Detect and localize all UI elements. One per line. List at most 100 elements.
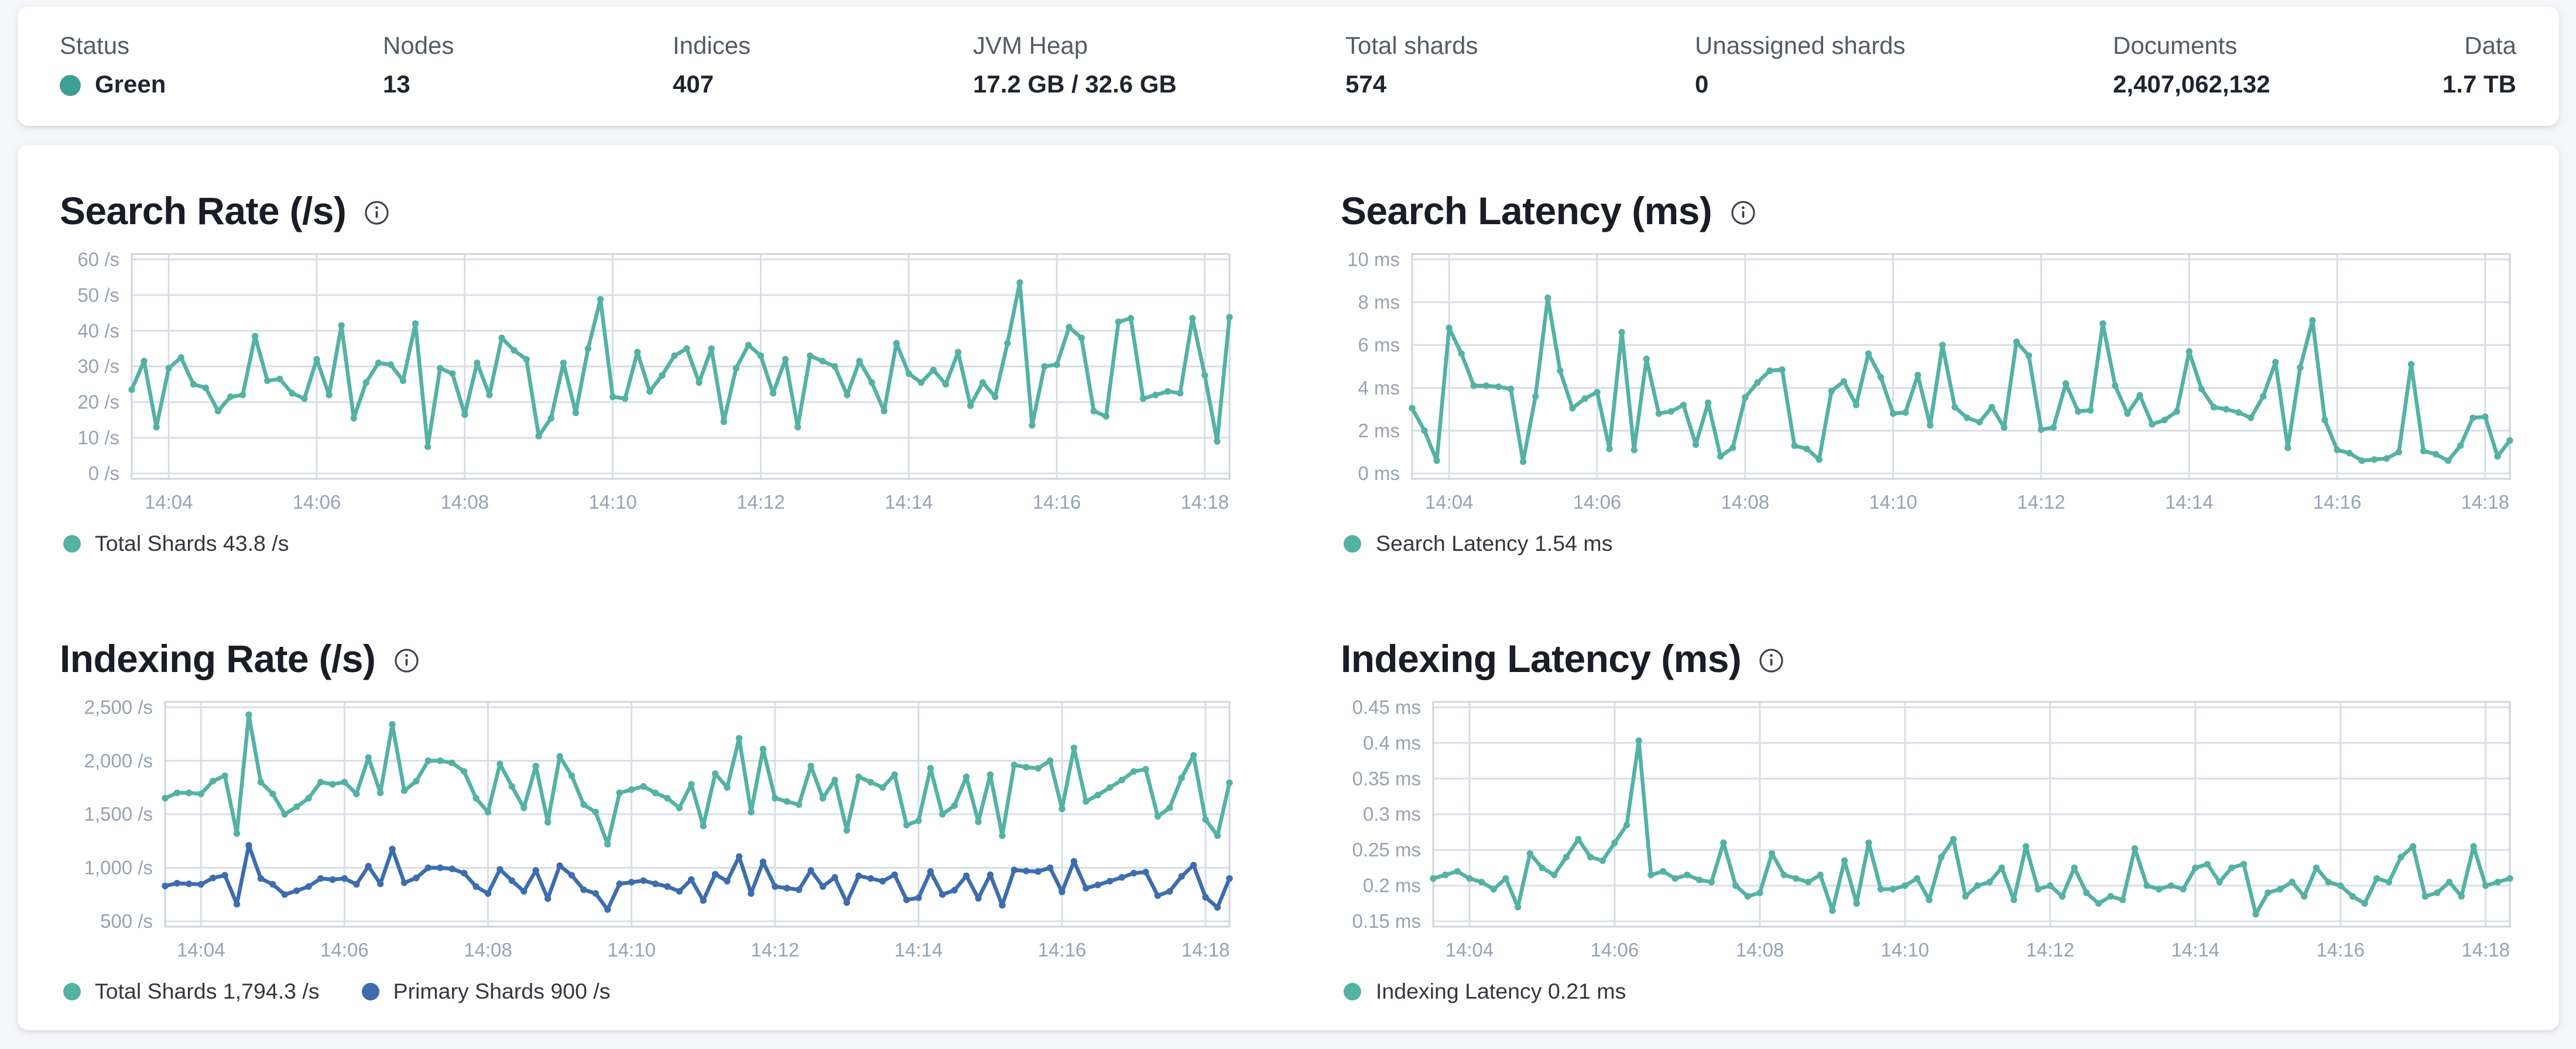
svg-text:14:14: 14:14	[885, 491, 933, 513]
svg-text:14:04: 14:04	[1426, 491, 1474, 513]
legend-label: Total Shards 43.8 /s	[95, 532, 289, 556]
indexing-rate-legend: Total Shards 1,794.3 /s Primary Shards 90…	[60, 978, 1235, 1006]
legend-item[interactable]: Indexing Latency 0.21 ms	[1344, 978, 1626, 1006]
svg-text:0.4 ms: 0.4 ms	[1364, 732, 1421, 753]
svg-text:14:10: 14:10	[1882, 939, 1930, 961]
svg-text:30 /s: 30 /s	[77, 355, 119, 377]
legend-item[interactable]: Search Latency 1.54 ms	[1344, 530, 1612, 558]
stat-status-label: Status	[60, 31, 130, 59]
legend-dot	[63, 983, 81, 1000]
stat-nodes: Nodes 13	[383, 29, 673, 100]
svg-text:2,000 /s: 2,000 /s	[84, 750, 153, 772]
legend-label: Total Shards 1,794.3 /s	[95, 979, 320, 1004]
chart-indexing-rate: Indexing Rate (/s) 500 /s 1,000 /s 1,500 /…	[60, 635, 1235, 1006]
chart-search-rate-title: Search Rate (/s)	[60, 189, 347, 233]
stat-documents-value: 2,407,062,132	[2113, 70, 2270, 98]
legend-label: Primary Shards 900 /s	[393, 979, 611, 1004]
stat-total-shards-label: Total shards	[1345, 31, 1478, 59]
stat-jvm-heap: JVM Heap 17.2 GB / 32.6 GB	[973, 29, 1345, 100]
svg-text:10 ms: 10 ms	[1348, 249, 1400, 270]
legend-dot	[1344, 983, 1362, 1000]
svg-text:14:14: 14:14	[2166, 491, 2214, 513]
info-icon[interactable]	[393, 647, 419, 674]
status-health-dot	[60, 74, 81, 95]
svg-text:14:14: 14:14	[895, 939, 943, 961]
svg-text:14:12: 14:12	[737, 491, 785, 513]
svg-text:14:16: 14:16	[1038, 939, 1087, 961]
indexing-rate-chart-plot[interactable]: 500 /s 1,000 /s 1,500 /s 2,000 /s 2,500 /s 14…	[60, 697, 1235, 964]
svg-text:14:04: 14:04	[1446, 939, 1495, 961]
svg-text:0.2 ms: 0.2 ms	[1364, 875, 1421, 896]
svg-text:14:12: 14:12	[751, 939, 799, 961]
legend-item[interactable]: Primary Shards 900 /s	[361, 978, 611, 1006]
chart-indexing-latency: Indexing Latency (ms) 0.15 ms 0.2 ms 0.25 …	[1341, 635, 2516, 1006]
stat-unassigned-shards: Unassigned shards 0	[1695, 29, 2113, 100]
stat-data: Data 1.7 TB	[2443, 29, 2516, 100]
legend-dot	[361, 983, 379, 1000]
svg-text:500 /s: 500 /s	[100, 910, 153, 932]
svg-text:14:12: 14:12	[2026, 939, 2075, 961]
svg-text:14:18: 14:18	[2462, 491, 2510, 513]
info-icon[interactable]	[364, 200, 390, 226]
legend-dot	[63, 535, 81, 553]
svg-text:14:18: 14:18	[1181, 491, 1229, 513]
svg-text:14:08: 14:08	[464, 939, 512, 961]
stat-total-shards: Total shards 574	[1345, 29, 1695, 100]
legend-dot	[1344, 535, 1362, 553]
search-latency-chart-plot[interactable]: 0 ms 2 ms 4 ms 6 ms 8 ms 10 ms 14:04 14:06 14:08…	[1341, 249, 2516, 516]
indexing-latency-chart-plot[interactable]: 0.15 ms 0.2 ms 0.25 ms 0.3 ms 0.35 ms 0.4 ms 0…	[1341, 697, 2516, 964]
svg-text:14:06: 14:06	[1574, 491, 1622, 513]
stat-unassigned-shards-label: Unassigned shards	[1695, 31, 1906, 59]
svg-text:14:08: 14:08	[1722, 491, 1770, 513]
stat-status-value: Green	[95, 70, 166, 98]
svg-text:14:10: 14:10	[607, 939, 656, 961]
svg-text:14:16: 14:16	[2314, 491, 2362, 513]
search-rate-chart-plot[interactable]: 0 /s 10 /s 20 /s 30 /s 40 /s 50 /s 60 /s 14:04 1…	[60, 249, 1235, 516]
chart-search-latency: Search Latency (ms) 0 ms 2 ms 4 ms 6 ms 8 ms…	[1341, 187, 2516, 558]
svg-text:50 /s: 50 /s	[77, 284, 119, 306]
stat-data-label: Data	[2464, 31, 2516, 59]
search-rate-legend: Total Shards 43.8 /s	[60, 530, 1235, 558]
svg-text:14:18: 14:18	[1181, 939, 1230, 961]
svg-text:1,000 /s: 1,000 /s	[84, 857, 153, 879]
svg-text:0.35 ms: 0.35 ms	[1353, 767, 1421, 789]
indexing-latency-legend: Indexing Latency 0.21 ms	[1341, 978, 2516, 1006]
svg-text:14:16: 14:16	[1033, 491, 1081, 513]
svg-text:14:08: 14:08	[1736, 939, 1785, 961]
stat-indices: Indices 407	[673, 29, 973, 100]
legend-item[interactable]: Total Shards 1,794.3 /s	[63, 978, 320, 1006]
search-latency-legend: Search Latency 1.54 ms	[1341, 530, 2516, 558]
stat-status: Status Green	[60, 29, 383, 100]
svg-text:20 /s: 20 /s	[77, 391, 119, 413]
cluster-stats-panel: Status Green Nodes 13 Indices 407 JVM He…	[18, 6, 2558, 126]
svg-text:14:06: 14:06	[293, 491, 341, 513]
svg-text:14:12: 14:12	[2017, 491, 2066, 513]
legend-label: Search Latency 1.54 ms	[1375, 532, 1613, 556]
legend-label: Indexing Latency 0.21 ms	[1375, 979, 1626, 1004]
svg-text:14:06: 14:06	[1591, 939, 1640, 961]
svg-text:0 ms: 0 ms	[1358, 462, 1400, 484]
svg-text:2 ms: 2 ms	[1358, 420, 1400, 441]
svg-text:0.25 ms: 0.25 ms	[1353, 839, 1421, 861]
svg-text:2,500 /s: 2,500 /s	[84, 697, 153, 718]
svg-text:0 /s: 0 /s	[88, 462, 119, 484]
svg-text:14:06: 14:06	[320, 939, 369, 961]
svg-text:0.45 ms: 0.45 ms	[1353, 697, 1421, 718]
stat-indices-value: 407	[673, 70, 714, 98]
stat-documents-label: Documents	[2113, 31, 2238, 59]
info-icon[interactable]	[1729, 200, 1756, 226]
stat-jvm-heap-label: JVM Heap	[973, 31, 1088, 59]
legend-item[interactable]: Total Shards 43.8 /s	[63, 530, 289, 558]
svg-text:14:10: 14:10	[1869, 491, 1918, 513]
svg-text:4 ms: 4 ms	[1358, 377, 1400, 399]
stat-unassigned-shards-value: 0	[1695, 70, 1709, 98]
svg-text:8 ms: 8 ms	[1358, 292, 1400, 313]
stat-total-shards-value: 574	[1345, 70, 1387, 98]
svg-text:14:18: 14:18	[2462, 939, 2510, 961]
chart-indexing-latency-title: Indexing Latency (ms)	[1340, 637, 1742, 681]
info-icon[interactable]	[1759, 647, 1785, 674]
svg-text:14:16: 14:16	[2317, 939, 2365, 961]
stat-documents: Documents 2,407,062,132	[2113, 29, 2429, 100]
svg-text:14:08: 14:08	[441, 491, 489, 513]
svg-text:1,500 /s: 1,500 /s	[84, 803, 153, 825]
